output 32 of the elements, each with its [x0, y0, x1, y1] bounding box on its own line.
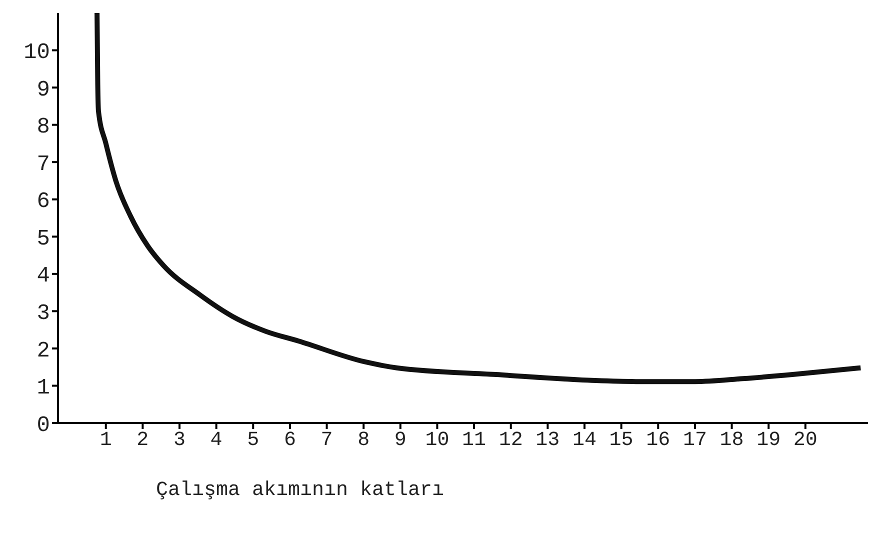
y-tick-label: 10 [24, 40, 50, 66]
y-tick-label: 7 [36, 152, 50, 177]
x-tick-label: 6 [284, 429, 296, 452]
x-tick-label: 9 [394, 429, 406, 452]
y-tick-label: 6 [36, 189, 50, 214]
y-tick-label: 3 [36, 300, 50, 326]
y-tick-label: 0 [36, 412, 50, 438]
x-tick-label: 16 [646, 429, 670, 452]
x-tick-label: 13 [536, 429, 560, 452]
y-tick-label: 2 [36, 338, 50, 364]
x-tick-label: 11 [462, 429, 486, 452]
x-tick-label: 3 [173, 429, 186, 452]
x-tick-label: 4 [210, 429, 222, 452]
x-tick-label: 12 [498, 429, 523, 452]
x-tick-label: 18 [720, 429, 744, 452]
x-tick-label: 10 [425, 429, 450, 452]
y-tick-label: 8 [36, 114, 50, 140]
x-axis-title: Çalışma akımının katları [156, 479, 444, 502]
y-tick-label: 1 [36, 376, 50, 401]
x-tick-label: 2 [136, 429, 149, 452]
y-tick-label: 5 [36, 226, 50, 252]
x-tick-label: 7 [320, 429, 333, 452]
x-tick-label: 14 [572, 429, 597, 452]
y-tick-label: 4 [36, 264, 50, 289]
x-tick-label: 19 [756, 429, 781, 452]
x-tick-label: 8 [358, 429, 370, 452]
x-tick-label: 15 [609, 429, 634, 452]
x-tick-label: 17 [682, 429, 707, 452]
y-tick-label: 9 [36, 77, 50, 102]
x-tick-label: 5 [247, 429, 260, 452]
x-tick-label: 1 [100, 429, 112, 452]
x-tick-label: 20 [793, 429, 818, 452]
